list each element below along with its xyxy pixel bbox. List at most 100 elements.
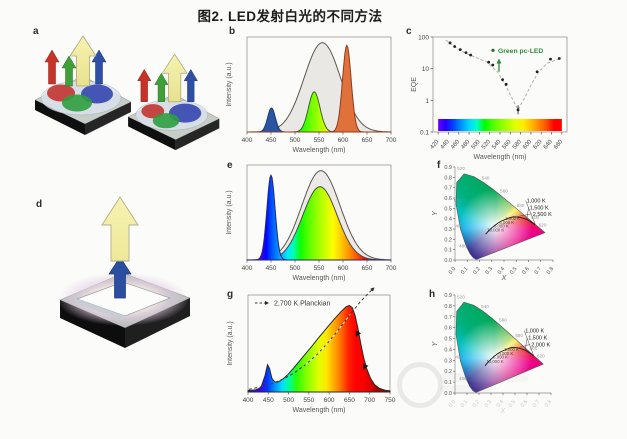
- multichip-led-illustration: [34, 35, 220, 151]
- wavelength-boundary-label: 540: [481, 304, 489, 309]
- wavelength-boundary-label: 620: [537, 354, 545, 359]
- panel-label-e: e: [227, 160, 233, 171]
- x-axis-label: X: [500, 408, 506, 415]
- x-tick-label: 700: [364, 397, 375, 404]
- x-tick-label: 640: [543, 139, 554, 151]
- x-tick-label: 450: [263, 397, 274, 404]
- curve-arrow: [362, 363, 369, 371]
- green-die: [152, 113, 180, 129]
- panel-label-f: f: [437, 160, 441, 171]
- x-tick-label: 0.0: [448, 399, 458, 409]
- panel-label-b: b: [229, 26, 236, 37]
- inner-temperature-label: 3,000 K: [505, 216, 520, 221]
- x-axis-label: X: [501, 275, 507, 282]
- x-tick-label: 600: [522, 139, 533, 151]
- temperature-label: 1,000 K: [527, 199, 546, 205]
- x-tick-label: 0.4: [496, 399, 506, 409]
- y-tick-label: 0.9: [444, 293, 452, 299]
- y-axis-label: Y: [432, 340, 439, 346]
- x-tick-label: 550: [314, 265, 325, 272]
- x-tick-label: 650: [362, 137, 373, 144]
- panel-label-d: d: [36, 199, 43, 210]
- x-tick-label: 0.3: [485, 266, 495, 276]
- green-arrow-icon: [61, 55, 77, 87]
- x-axis-label: Wavelength (nm): [292, 407, 345, 414]
- inner-temperature-label: 10,000 K: [486, 359, 503, 364]
- x-tick-label: 600: [338, 137, 349, 144]
- x-tick-label: 0.8: [546, 266, 556, 276]
- y-tick-label: 0.5: [444, 206, 452, 212]
- y-tick-label: 0.6: [444, 326, 452, 332]
- y-tick-label: 0.0: [444, 258, 452, 264]
- panel-f-svg: 0.00.10.20.30.40.50.60.70.80.90.0 0.1 0.2 0…: [432, 165, 556, 282]
- y-tick-label: 0.2: [444, 237, 452, 243]
- data-point: [557, 57, 561, 60]
- figure-title: 图2. LED发射白光的不同方法: [197, 9, 383, 24]
- wavelength-boundary-label: 520: [457, 294, 465, 299]
- x-tick-label: 0.2: [472, 399, 482, 409]
- y-tick-label: 0.0: [444, 391, 452, 397]
- curve-arrow: [355, 330, 362, 338]
- x-tick-label: 550: [303, 397, 314, 404]
- phosphor-led-illustration: [57, 196, 191, 348]
- inner-temperature-label: 6,000 K: [494, 223, 509, 228]
- x-tick-label: 0.1: [460, 266, 470, 276]
- spectrum-chart-b: 400 450 500 550 600 650 700 Wavelength (nm) Inte…: [223, 29, 398, 162]
- wavelength-boundary-label: 580: [515, 333, 523, 338]
- y-axis-label: Intensity (a.u.): [227, 321, 234, 365]
- trend-curve: [445, 39, 562, 111]
- planckian-locus: [484, 347, 534, 367]
- x-tick-label: 400: [243, 397, 254, 404]
- led-chip-rgb-2: [127, 53, 220, 151]
- panel-label-h: h: [429, 289, 436, 300]
- inner-temperature-label: 4,000 K: [499, 220, 514, 225]
- blue-arrow-icon: [91, 49, 107, 85]
- y-tick-label: 0.6: [444, 196, 452, 202]
- x-tick-label: 500: [290, 137, 301, 144]
- y-axis-label: Y: [432, 210, 439, 216]
- led-chip-rgb-1: [34, 35, 132, 135]
- watermark-smudge: [440, 385, 492, 392]
- wavelength-boundary-label: 480: [459, 244, 467, 249]
- data-point: [549, 57, 552, 61]
- x-tick-label: 500: [283, 397, 294, 404]
- y-tick-label: 0.3: [444, 227, 452, 233]
- data-point: [487, 60, 491, 64]
- wavelength-boundary-label: 480: [459, 376, 467, 381]
- wavelength-boundary-label: 560: [500, 188, 508, 193]
- wavelength-boundary-label: 490: [455, 223, 463, 228]
- planckian-curve-inner: [305, 314, 351, 365]
- blue-arrow-icon: [183, 68, 198, 102]
- y-tick-label: 0.9: [444, 165, 452, 171]
- data-point: [491, 63, 495, 67]
- wavelength-boundary-label: 600: [531, 215, 539, 220]
- x-tick-label: 500: [471, 139, 482, 151]
- x-tick-label: 0.5: [509, 266, 519, 276]
- y-tick-label: 0.2: [444, 369, 452, 375]
- x-tick-label: 460: [450, 139, 461, 151]
- x-tick-label: 540: [491, 139, 502, 151]
- horseshoe-outline: [455, 173, 546, 260]
- y-tick-label: 0.7: [444, 315, 452, 321]
- y-tick-label: 100: [418, 35, 429, 42]
- x-tick-label: 0.2: [472, 266, 482, 276]
- x-tick-label: 400: [242, 265, 253, 272]
- cie-diagram-h: 0.0 0.1 0.2 0.3 0.4 0.5 0.6 0.7 0.8 0.9 0.0 0.1 0.2 0…: [430, 289, 560, 439]
- wavelength-boundary-label: 540: [482, 175, 490, 180]
- x-tick-label: 560: [502, 139, 513, 151]
- green-die: [62, 94, 92, 112]
- data-point: [464, 51, 468, 55]
- x-axis-label: Wavelength (nm): [292, 275, 345, 282]
- planckian-locus: [485, 216, 536, 235]
- legend-label: 2,700 K Planckian: [274, 301, 331, 308]
- y-tick-label: 0.1: [420, 130, 429, 137]
- x-tick-label: 520: [481, 139, 492, 151]
- x-tick-label: 500: [290, 265, 301, 272]
- red-arrow-icon: [137, 68, 152, 102]
- white-light-arrow-icon: [101, 196, 139, 262]
- temperature-label: 1,500 K: [530, 205, 549, 211]
- eqe-chart-c: 0.1 1 10 100 Green pc-LED 420 440 460 480 500 520 5…: [408, 29, 575, 167]
- y-tick-label: 0.4: [444, 347, 452, 353]
- x-tick-label: 750: [385, 397, 396, 404]
